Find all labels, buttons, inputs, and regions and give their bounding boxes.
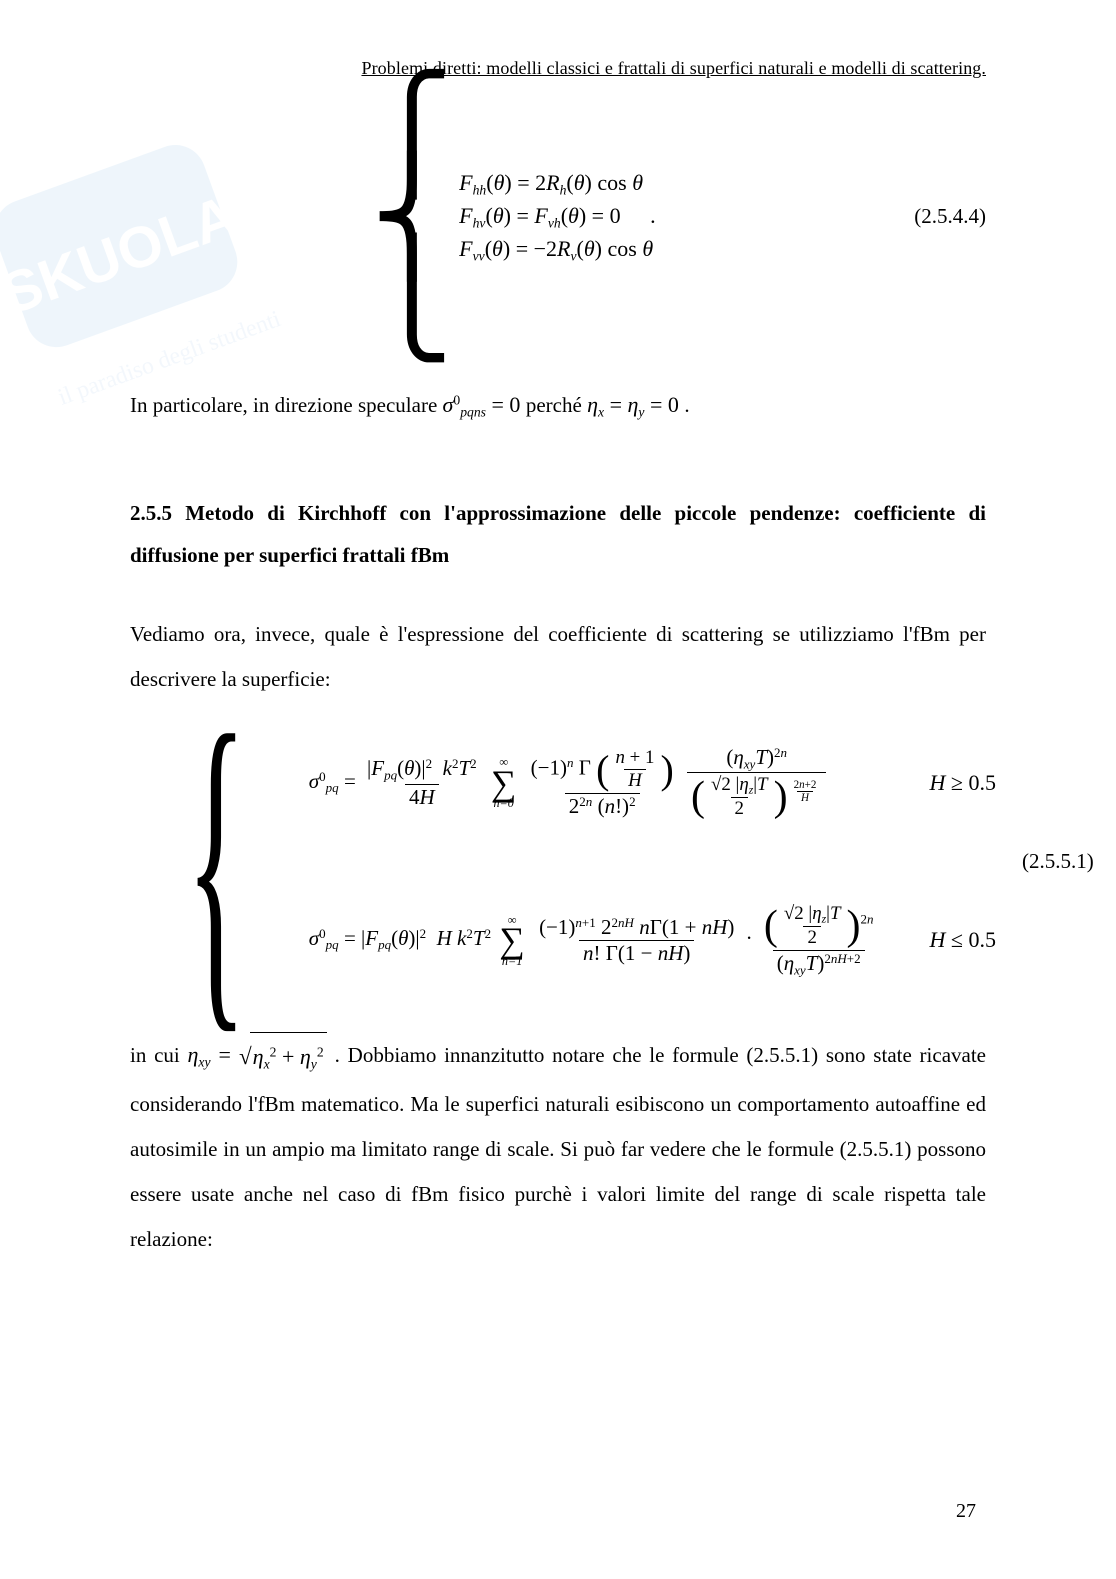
case-b-condition: H ≤ 0.5 bbox=[929, 927, 1003, 953]
equation-2-5-4-4: ⎧⎨⎩ Fhh(θ) = 2Rh(θ) cos θ Fhv(θ) = Fvh(θ… bbox=[130, 93, 986, 341]
equation-case-a: σ0pq = |Fpq(θ)|2 k2T2 4H ∞ bbox=[309, 745, 1004, 821]
case-a-condition: H ≥ 0.5 bbox=[929, 770, 1003, 796]
equation-number: (2.5.4.4) bbox=[914, 204, 986, 229]
equation-2-5-5-1: { σ0pq = |Fpq(θ)|2 k2T2 bbox=[130, 732, 986, 991]
section-heading-2-5-5: 2.5.5 Metodo di Kirchhoff con l'approssi… bbox=[130, 492, 986, 576]
page-number: 27 bbox=[956, 1500, 976, 1523]
equation-case-b: σ0pq = |Fpq(θ)|2 H k2T2 ∞ ∑ n=1 bbox=[309, 902, 1004, 978]
paragraph-intro-2551: Vediamo ora, invece, quale è l'espressio… bbox=[130, 612, 986, 702]
paragraph-incui: in cui ηxy = √ ηx2 + ηy2 . Dobbiamo inna… bbox=[130, 1031, 986, 1262]
left-brace-icon: ⎧⎨⎩ bbox=[371, 93, 454, 341]
equation-number: (2.5.5.1) bbox=[1022, 849, 1094, 874]
running-header: Problemi diretti: modelli classici e fra… bbox=[130, 58, 986, 79]
paragraph-specular: In particolare, in direzione speculare σ… bbox=[130, 381, 986, 428]
page-content: Problemi diretti: modelli classici e fra… bbox=[0, 0, 1116, 1353]
left-brace-large-icon: { bbox=[130, 732, 309, 991]
